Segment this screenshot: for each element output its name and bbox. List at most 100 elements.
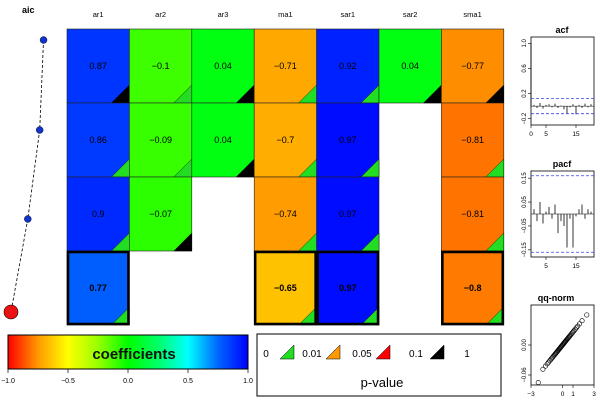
coef-cell-r1-sma1: [441, 28, 505, 104]
pvalue-level-1: 0.01: [302, 349, 322, 360]
aic-connector-3: [10, 218, 29, 313]
pvalue-level-3: 0.1: [409, 349, 423, 360]
coef-value-r3-ar2: −0.07: [149, 209, 172, 219]
best-model-border-sar1: [316, 250, 380, 326]
qqnorm-title: qq-norm: [538, 293, 575, 303]
coef-value-r4-sma1: −0.8: [464, 283, 482, 293]
coef-value-r4-ma1: −0.65: [274, 283, 297, 293]
colorbar-tick-label-3: 0.5: [183, 378, 193, 385]
pvalue-level-2: 0.05: [352, 349, 372, 360]
qqnorm-point-47: [579, 318, 585, 324]
coef-cell-r1-ar3: [191, 28, 255, 104]
best-model-border-sma1: [441, 250, 505, 326]
coef-value-r2-ar1: 0.86: [89, 135, 107, 145]
qqnorm-point-48: [584, 312, 590, 318]
qqnorm-xtick-label-2: 1: [571, 391, 575, 398]
column-label-sar1: sar1: [341, 10, 356, 19]
pacf-title: pacf: [553, 159, 573, 169]
coef-value-r4-ar1: 0.77: [89, 283, 107, 293]
pvalue-level-0: 0: [263, 349, 269, 360]
coef-cell-r4-ar1: [66, 250, 130, 326]
coef-cell-r2-ar2: [129, 102, 193, 178]
colorbar-tick-label-1: −0.5: [61, 378, 75, 385]
acf-xtick-label-0: 0: [529, 131, 533, 138]
coef-cell-r2-sar1: [316, 102, 380, 178]
aic-connector-2: [27, 129, 41, 220]
coef-value-r3-sar1: 0.97: [339, 209, 357, 219]
coef-value-r2-ar2: −0.09: [149, 135, 172, 145]
coef-cell-r3-sar1: [316, 176, 380, 252]
column-label-ar1: ar1: [93, 10, 104, 19]
acf-ytick-label-1: 0.2: [522, 89, 528, 98]
coef-value-r4-sar1: 0.97: [339, 283, 357, 293]
qqnorm-point-4: [544, 361, 550, 367]
best-model-border-ar1: [66, 250, 130, 326]
coef-value-r1-sar1: 0.92: [339, 61, 357, 71]
qqnorm-point-43: [572, 326, 578, 332]
pacf-ytick-label-3: 0.15: [522, 172, 528, 184]
pvalue-level-4: 1: [464, 349, 470, 360]
coef-cell-r4-sar1: [316, 250, 380, 326]
pvalue-marker-r3-ar2: [173, 232, 193, 252]
coef-cell-r3-ma1: [253, 176, 317, 252]
aic-label: aic: [22, 5, 35, 15]
coef-cell-r1-ar2: [129, 28, 193, 104]
colorbar-tick-label-0: −1.0: [1, 378, 15, 385]
column-label-ar3: ar3: [218, 10, 229, 19]
coef-value-r1-ar1: 0.87: [89, 61, 107, 71]
pacf-ytick-label-0: −0.15: [522, 242, 528, 258]
pvalue-swatch-2: [375, 344, 391, 360]
coef-cell-r3-ar2: [129, 176, 193, 252]
acf-ytick-label-0: −0.2: [522, 112, 528, 125]
coef-value-r3-ar1: 0.9: [92, 209, 105, 219]
qqnorm-ytick-label-0: −0.06: [522, 367, 528, 383]
pvalue-swatch-1: [325, 344, 341, 360]
coef-cell-r3-sma1: [441, 176, 505, 252]
qqnorm-point-2: [540, 366, 546, 372]
colorbar-title: coefficients: [92, 346, 175, 363]
column-label-sar2: sar2: [403, 10, 418, 19]
qqnorm-ytick-label-1: 0.00: [522, 339, 528, 351]
qqnorm-point-44: [573, 325, 579, 331]
acf-xtick-label-2: 15: [572, 131, 580, 138]
best-model-border-ma1: [253, 250, 317, 326]
coef-cell-r1-ma1: [253, 28, 317, 104]
coef-value-r3-sma1: −0.81: [461, 209, 484, 219]
coef-value-r1-ar3: 0.04: [214, 61, 232, 71]
coef-value-r1-sma1: −0.77: [461, 61, 484, 71]
aic-point-selected: [3, 304, 19, 320]
qqnorm-point-46: [577, 321, 583, 327]
column-label-sma1: sma1: [463, 10, 481, 19]
qqnorm-xtick-label-0: −3: [527, 391, 535, 398]
aic-point-2: [36, 126, 44, 134]
aic-point-3: [24, 215, 32, 223]
pvalue-legend-frame: [256, 333, 502, 397]
acf-xtick-label-1: 5: [544, 131, 548, 138]
qqnorm-xtick-label-3: 3: [592, 391, 596, 398]
coef-value-r1-ma1: −0.71: [274, 61, 297, 71]
coef-value-r1-ar2: −0.1: [152, 61, 170, 71]
coef-cell-r2-sma1: [441, 102, 505, 178]
pacf-xtick-label-1: 15: [572, 263, 580, 270]
acf-ytick-label-3: 1.0: [522, 38, 528, 47]
coef-value-r3-ma1: −0.74: [274, 209, 297, 219]
coef-cell-r3-ar1: [66, 176, 130, 252]
colorbar-gradient: [8, 335, 248, 369]
colorbar-tick-label-4: 1.0: [243, 378, 253, 385]
colorbar-tick-label-2: 0.0: [123, 378, 133, 385]
coef-value-r2-ar3: 0.04: [214, 135, 232, 145]
column-label-ma1: ma1: [278, 10, 293, 19]
column-label-ar2: ar2: [155, 10, 166, 19]
coef-cell-r4-sma1: [441, 250, 505, 326]
coef-value-r2-sar1: 0.97: [339, 135, 357, 145]
coef-value-r1-sar2: 0.04: [401, 61, 419, 71]
pvalue-swatch-3: [429, 344, 445, 360]
coef-value-r2-ma1: −0.7: [277, 135, 295, 145]
coef-cell-r2-ar3: [191, 102, 255, 178]
qqnorm-point-1: [535, 379, 541, 385]
acf-frame: [530, 36, 595, 126]
coef-value-r2-sma1: −0.81: [461, 135, 484, 145]
acf-title: acf: [555, 25, 569, 35]
pvalue-swatch-0: [279, 344, 295, 360]
